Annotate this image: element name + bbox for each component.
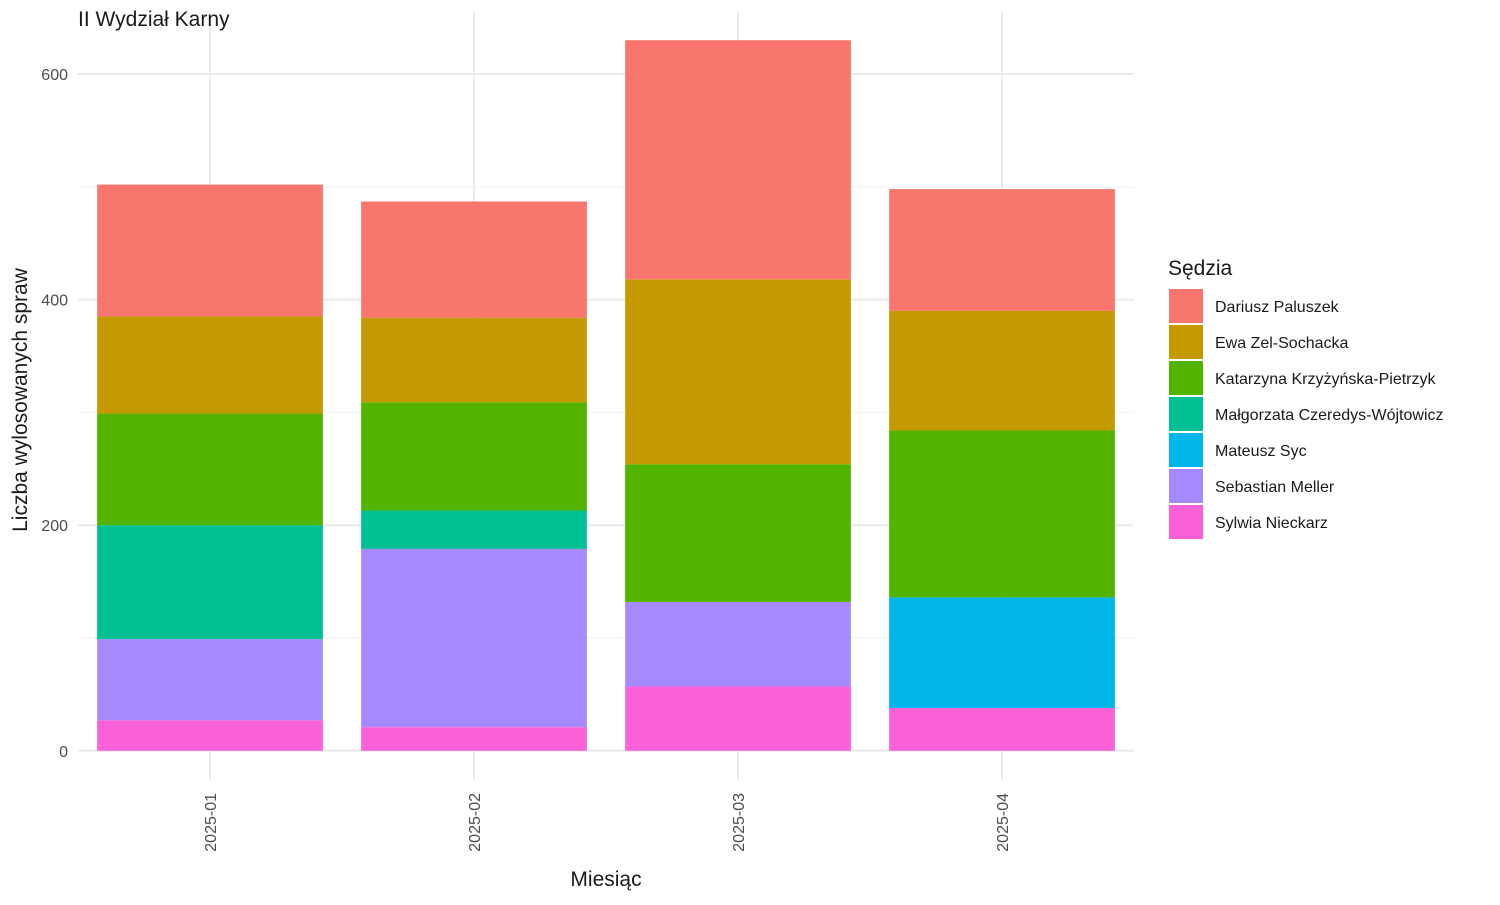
legend-swatch — [1169, 325, 1203, 359]
bar-segment — [97, 639, 323, 721]
y-tick-label: 400 — [41, 293, 68, 310]
bar-segment — [889, 597, 1115, 708]
bar-segment — [889, 189, 1115, 311]
bar-segment — [97, 184, 323, 317]
legend-swatch — [1169, 505, 1203, 539]
y-axis-title: Liczba wylosowanych spraw — [9, 267, 32, 532]
bar-segment — [97, 525, 323, 640]
bar-segment — [889, 310, 1115, 431]
x-tick-label: 2025-02 — [467, 793, 484, 852]
bar-segment — [97, 316, 323, 414]
bar-segment — [889, 430, 1115, 598]
bar-segment — [625, 686, 851, 751]
x-tick-label: 2025-03 — [731, 793, 748, 852]
bar-segment — [889, 707, 1115, 751]
legend-swatch — [1169, 361, 1203, 395]
legend-swatch — [1169, 469, 1203, 503]
legend-label: Małgorzata Czeredys-Wójtowicz — [1215, 407, 1444, 424]
x-tick-label: 2025-01 — [203, 793, 220, 852]
bar-segment — [625, 40, 851, 280]
chart-title: II Wydział Karny — [78, 8, 230, 31]
y-tick-label: 200 — [41, 518, 68, 535]
legend: Sędzia Dariusz Paluszek Ewa Zel-Sochacka K… — [1168, 257, 1444, 539]
bar-segment — [361, 727, 587, 751]
legend-title: Sędzia — [1168, 257, 1233, 280]
bar-segment — [361, 510, 587, 549]
legend-label: Mateusz Syc — [1215, 443, 1307, 460]
bar-segment — [625, 464, 851, 602]
legend-label: Dariusz Paluszek — [1215, 299, 1340, 316]
bars — [97, 40, 1115, 751]
legend-label: Sebastian Meller — [1215, 479, 1335, 496]
bar-segment — [97, 720, 323, 751]
x-axis-title: Miesiąc — [570, 868, 641, 891]
legend-swatch — [1169, 289, 1203, 323]
bar-segment — [361, 548, 587, 728]
legend-swatch — [1169, 397, 1203, 431]
bar-segment — [361, 402, 587, 511]
legend-label: Katarzyna Krzyżyńska-Pietrzyk — [1215, 371, 1437, 388]
legend-swatch — [1169, 433, 1203, 467]
y-tick-label: 0 — [59, 744, 68, 761]
x-tick-label: 2025-04 — [995, 793, 1012, 852]
y-tick-label: 600 — [41, 67, 68, 84]
legend-label: Sylwia Nieckarz — [1215, 515, 1328, 532]
bar-segment — [625, 279, 851, 465]
x-axis-ticks: 2025-01 2025-02 2025-03 2025-04 — [203, 793, 1012, 852]
bar-segment — [625, 601, 851, 687]
legend-label: Ewa Zel-Sochacka — [1215, 335, 1348, 352]
y-axis-ticks: 0 200 400 600 — [41, 67, 68, 761]
legend-items: Dariusz Paluszek Ewa Zel-Sochacka Katarzyn… — [1169, 289, 1444, 539]
bar-segment — [361, 317, 587, 403]
bar-segment — [97, 413, 323, 526]
bar-segment — [361, 201, 587, 318]
